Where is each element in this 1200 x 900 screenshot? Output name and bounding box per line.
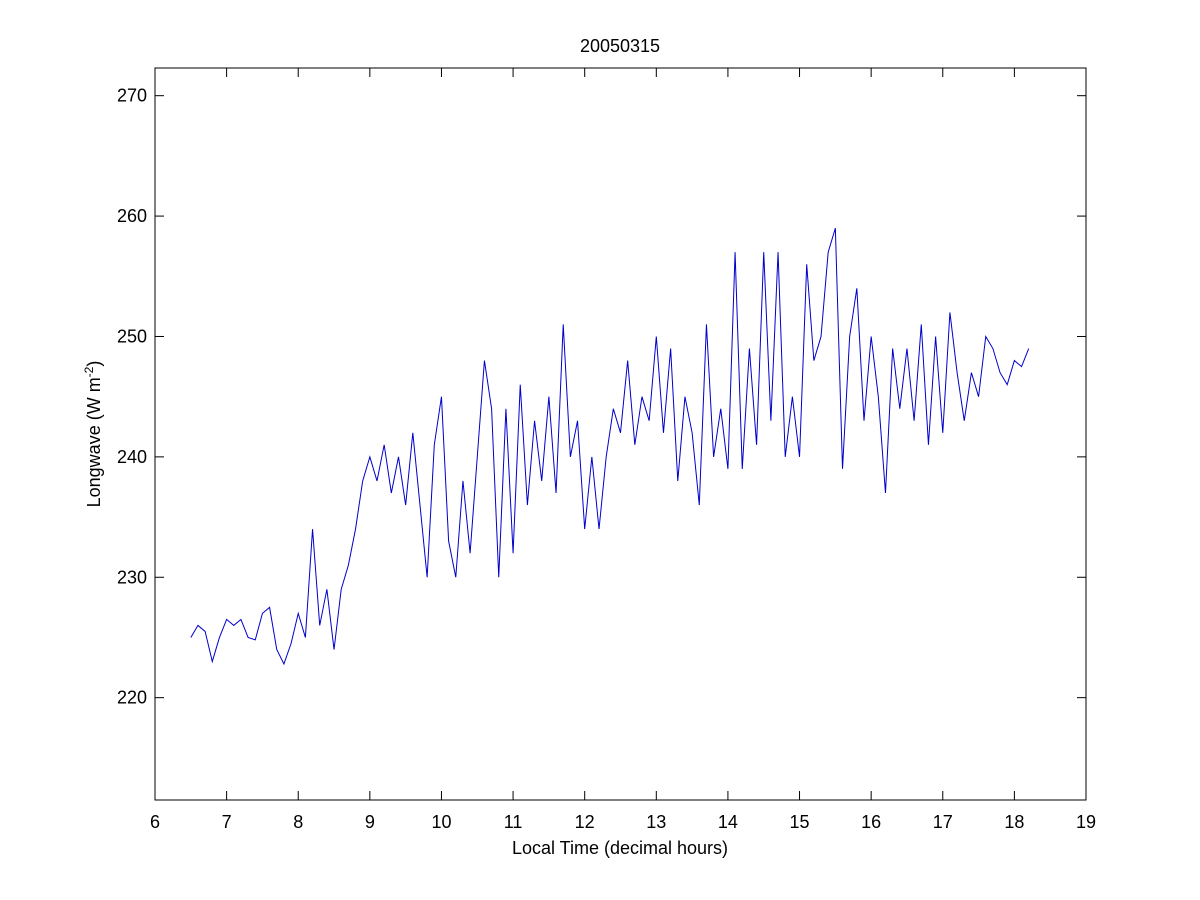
y-tick-label: 240 bbox=[117, 447, 147, 467]
y-tick-label: 220 bbox=[117, 688, 147, 708]
y-tick-label: 260 bbox=[117, 206, 147, 226]
x-tick-label: 13 bbox=[646, 812, 666, 832]
x-tick-label: 6 bbox=[150, 812, 160, 832]
x-tick-label: 15 bbox=[790, 812, 810, 832]
y-axis-label-suffix: ) bbox=[84, 361, 104, 367]
x-tick-label: 18 bbox=[1004, 812, 1024, 832]
y-tick-label: 270 bbox=[117, 86, 147, 106]
data-line bbox=[190, 227, 1030, 666]
chart-title: 20050315 bbox=[580, 36, 660, 56]
x-axis-label: Local Time (decimal hours) bbox=[512, 838, 728, 858]
y-axis-label-text: Longwave (W m bbox=[84, 377, 104, 507]
x-tick-label: 12 bbox=[575, 812, 595, 832]
x-tick-label: 7 bbox=[222, 812, 232, 832]
x-tick-label: 8 bbox=[293, 812, 303, 832]
x-tick-label: 10 bbox=[431, 812, 451, 832]
y-axis-label-superscript: -2 bbox=[82, 366, 96, 377]
x-tick-label: 14 bbox=[718, 812, 738, 832]
plot-frame bbox=[154, 67, 1087, 801]
x-tick-label: 11 bbox=[504, 812, 523, 832]
y-tick-label: 250 bbox=[117, 326, 147, 346]
x-tick-label: 17 bbox=[933, 812, 953, 832]
x-tick-label: 16 bbox=[861, 812, 881, 832]
x-tick-label: 19 bbox=[1076, 812, 1096, 832]
y-axis-label: Longwave (W m-2) bbox=[82, 361, 104, 508]
x-tick-label: 9 bbox=[365, 812, 375, 832]
y-tick-label: 230 bbox=[117, 567, 147, 587]
